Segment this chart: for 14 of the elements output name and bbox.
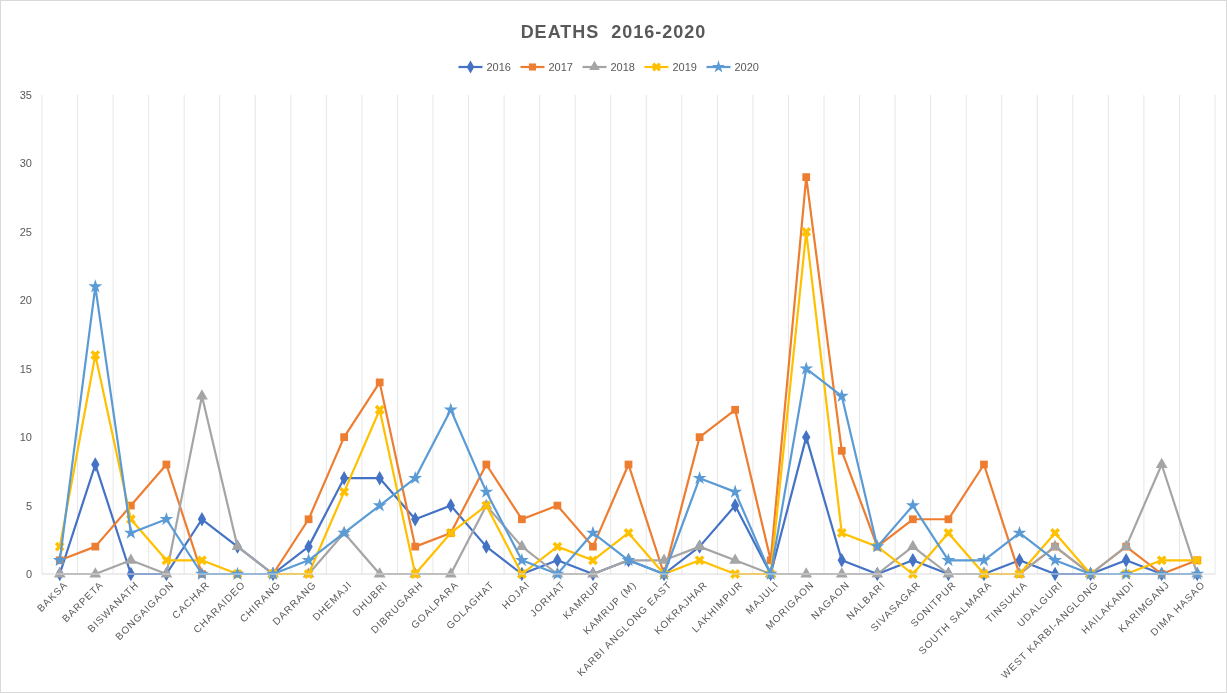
y-tick-label: 25	[19, 225, 32, 238]
legend-label: 2018	[610, 61, 635, 73]
y-tick-label: 30	[19, 157, 32, 170]
y-tick-label: 5	[25, 499, 32, 512]
legend-label: 2020	[734, 61, 759, 73]
y-tick-label: 10	[19, 431, 32, 444]
y-tick-label: 35	[19, 89, 32, 102]
legend-label: 2017	[548, 61, 573, 73]
y-tick-label: 0	[25, 568, 32, 581]
legend-label: 2019	[672, 61, 697, 73]
y-tick-label: 15	[19, 362, 32, 375]
y-tick-label: 20	[19, 294, 32, 307]
legend-label: 2016	[486, 61, 511, 73]
chart-title: DEATHS 2016-2020	[520, 22, 707, 42]
